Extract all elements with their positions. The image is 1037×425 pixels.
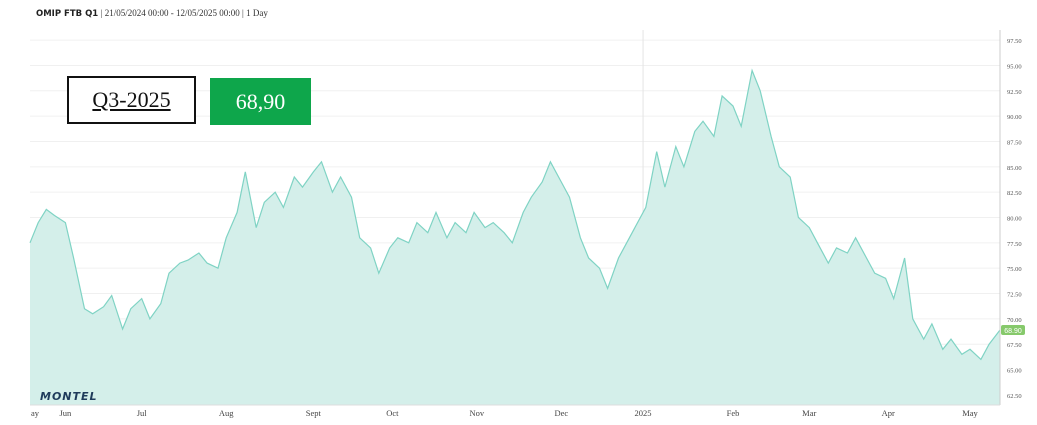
x-axis: ay Jun Jul Aug Sept Oct Nov Dec 2025 Feb Mar Apr May [30,404,1000,418]
price-value: 68,90 [235,88,286,114]
date-range: | 21/05/2024 00:00 - 12/05/2025 00:00 | … [100,8,268,18]
contract-label: Q3-2025 [92,87,171,112]
y-tick-label: 85.00 [1007,165,1022,172]
x-tick-label: 2025 [635,408,652,418]
y-tick-label: 67.50 [1007,342,1022,349]
price-area [30,70,1000,405]
y-tick-label: 62.50 [1007,393,1022,400]
y-tick-label: 75.00 [1007,266,1022,273]
contract-label-box: Q3-2025 [67,76,196,124]
x-tick-label: ay [31,408,40,418]
price-line [29,68,1001,361]
x-tick-label: Aug [219,408,234,418]
y-tick-label: 65.00 [1007,368,1022,375]
y-tick-label: 95.00 [1007,63,1022,70]
y-tick-label: 90.00 [1007,114,1022,121]
y-tick-label: 92.50 [1007,89,1022,96]
y-tick-label: 80.00 [1007,216,1022,223]
y-tick-label: 97.50 [1007,38,1022,45]
montel-logo: MONTEL [40,390,98,403]
y-tick-label: 77.50 [1007,241,1022,248]
x-tick-label: Apr [882,408,895,418]
x-tick-label: Oct [386,408,399,418]
price-badge: 68,90 [210,78,311,125]
x-tick-label: Dec [554,408,568,418]
y-tick-label: 82.50 [1007,190,1022,197]
x-tick-label: May [962,408,978,418]
x-tick-label: Nov [470,408,485,418]
last-price-label: 68.90 [1004,328,1022,335]
instrument-symbol: OMIP FTB Q1 [36,9,99,19]
y-tick-label: 70.00 [1007,317,1022,324]
y-tick-label: 72.50 [1007,292,1022,299]
y-axis: 62.50 65.00 67.50 70.00 72.50 75.00 77.50 80.00… [999,30,1025,405]
x-tick-label: Sept [306,408,322,418]
x-tick-label: Feb [727,408,740,418]
x-tick-label: Jun [60,408,73,418]
x-tick-label: Mar [802,408,816,418]
chart-header: OMIP FTB Q1 | 21/05/2024 00:00 - 12/05/2… [36,8,268,19]
x-tick-label: Jul [137,408,148,418]
last-price-tag [1001,325,1025,335]
y-tick-label: 87.50 [1007,139,1022,146]
